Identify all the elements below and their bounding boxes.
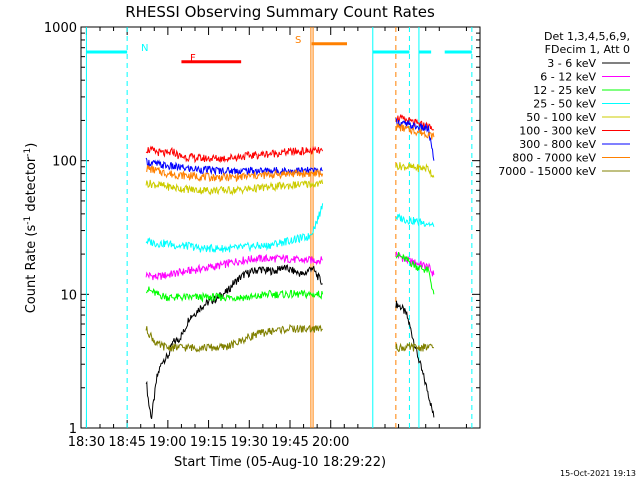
y-tick-labels: 1 10 100 1000 [44,21,77,437]
y-tick-label: 1000 [44,21,77,36]
series-line [145,203,324,253]
legend-label: 300 - 800 keV [519,138,596,151]
series-line [145,264,323,419]
legend-label: 12 - 25 keV [533,84,596,97]
legend-label: 3 - 6 keV [547,57,596,70]
series-line [395,252,435,295]
series-line [145,164,324,183]
series-line [145,178,324,196]
series-line [395,113,434,131]
legend-header-fdecim: FDecim 1, Att 0 [545,43,630,56]
x-axis-label: Start Time (05-Aug-10 18:29:22) [174,455,386,470]
x-tick-label: 19:00 [149,435,186,450]
y-axis-label-sup2: -1 [23,148,33,157]
legend-header-det: Det 1,3,4,5,6,9, [544,30,630,43]
series-line [395,341,435,353]
series-line [395,123,435,140]
x-tick-label: 19:15 [190,435,227,450]
saa-label: S [295,35,301,46]
series-line [145,323,323,353]
x-tick-label: 19:45 [271,435,308,450]
flare-label: F [190,53,196,64]
y-axis-label-close: ) [24,143,39,148]
series-line [395,117,435,161]
legend-label: 25 - 50 keV [533,98,596,111]
series-line [145,253,323,281]
annotation-bars [86,42,472,64]
legend-label: 50 - 100 keV [526,111,596,124]
y-axis-label-sup: -1 [23,216,33,225]
x-tick-label: 18:45 [108,435,145,450]
plot-frame [80,26,481,429]
legend-label: 100 - 300 keV [519,125,596,138]
y-axis-label-main: Count Rate (s [24,225,39,314]
y-tick-label: 100 [52,155,77,170]
series-line [146,286,324,303]
series-line [145,145,324,164]
y-tick-label: 1 [69,422,77,437]
x-tick-label: 20:00 [312,435,349,450]
series-line [395,300,435,418]
x-tick-label: 19:30 [231,435,268,450]
legend: Det 1,3,4,5,6,9, FDecim 1, Att 0 3 - 6 k… [498,30,630,178]
footer-timestamp: 15-Oct-2021 19:13 [560,469,636,478]
series-layer [145,113,435,419]
night-label: N [141,43,148,54]
legend-label: 7000 - 15000 keV [498,165,596,178]
chart-title: RHESSI Observing Summary Count Rates [125,3,435,21]
y-tick-label: 10 [60,288,77,303]
series-line [395,162,435,178]
legend-label: 6 - 12 keV [540,71,596,84]
x-tick-labels: 18:30 18:45 19:00 19:15 19:30 19:45 20:00 [68,435,350,450]
x-tick-label: 18:30 [68,435,105,450]
y-axis-label-mid: detector [24,156,39,216]
series-line [395,212,435,228]
legend-label: 800 - 7000 keV [512,152,596,165]
y-axis-label: Count Rate (s-1 detector-1) [23,143,39,314]
